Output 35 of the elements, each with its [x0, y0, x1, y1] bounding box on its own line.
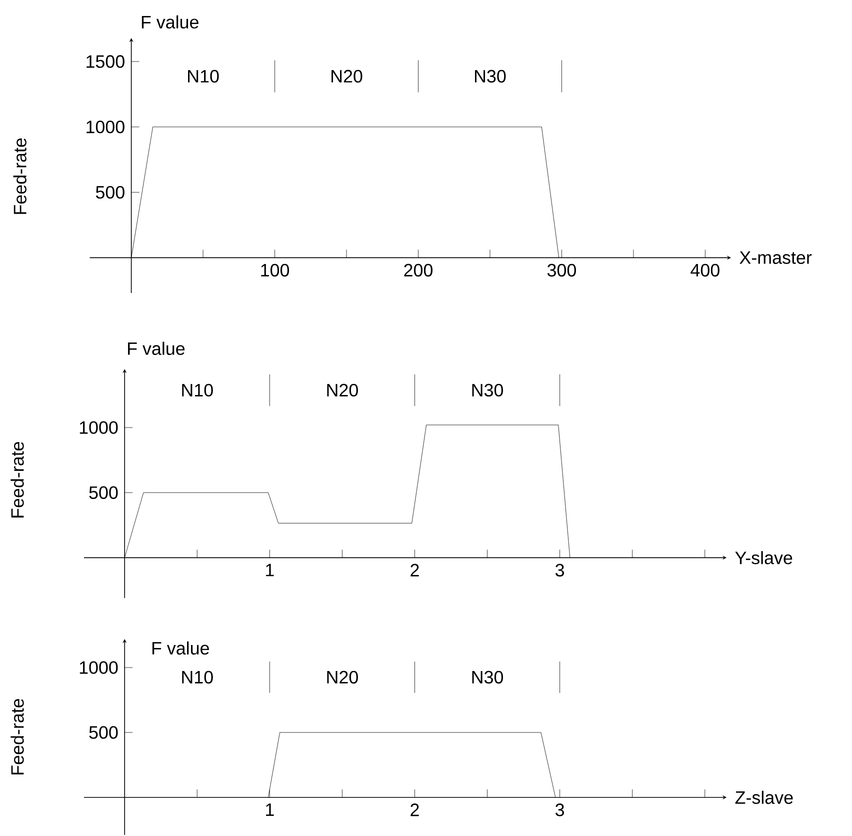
- y-axis-title: Feed-rate: [10, 442, 24, 518]
- x-tick-label: 3: [555, 804, 564, 816]
- x-axis-title: X-master: [740, 251, 812, 264]
- annotation: N10: [182, 384, 213, 397]
- x-tick-label: 1: [266, 804, 274, 816]
- annotation: N30: [472, 384, 504, 397]
- x-axis-title: Z-slave: [735, 790, 793, 804]
- annotation: N20: [332, 70, 362, 83]
- y-tick-label: 500: [96, 186, 124, 199]
- x-tick-label: 200: [404, 264, 433, 277]
- annotation: N10: [182, 670, 213, 684]
- x-tick-label: 300: [547, 264, 576, 277]
- x-tick-label: 1: [266, 564, 274, 576]
- y-axis-title: Feed-rate: [13, 138, 26, 214]
- y-tick-label: 500: [89, 726, 118, 739]
- x-tick-label: 3: [555, 564, 564, 577]
- y-axis-title: Feed-rate: [10, 698, 24, 774]
- annotation: N20: [327, 670, 358, 684]
- y-tick-label: 1000: [86, 120, 124, 134]
- x-tick-label: 400: [690, 264, 720, 277]
- y-tick-label: 1500: [86, 55, 124, 68]
- y-tick-label: 1000: [80, 421, 118, 434]
- x-tick-label: 2: [410, 564, 419, 576]
- text: F value: [142, 15, 198, 29]
- annotation: F value: [152, 641, 209, 655]
- text: F value: [128, 342, 185, 355]
- annotation: N30: [475, 70, 506, 83]
- x-tick-label: 2: [410, 804, 419, 816]
- x-axis-title: Y-slave: [735, 551, 792, 564]
- annotation: N30: [472, 670, 504, 684]
- annotation: N10: [188, 70, 219, 83]
- y-tick-label: 1000: [80, 661, 118, 674]
- annotation: N20: [327, 384, 358, 397]
- x-tick-label: 100: [261, 264, 290, 277]
- y-tick-label: 500: [89, 486, 118, 499]
